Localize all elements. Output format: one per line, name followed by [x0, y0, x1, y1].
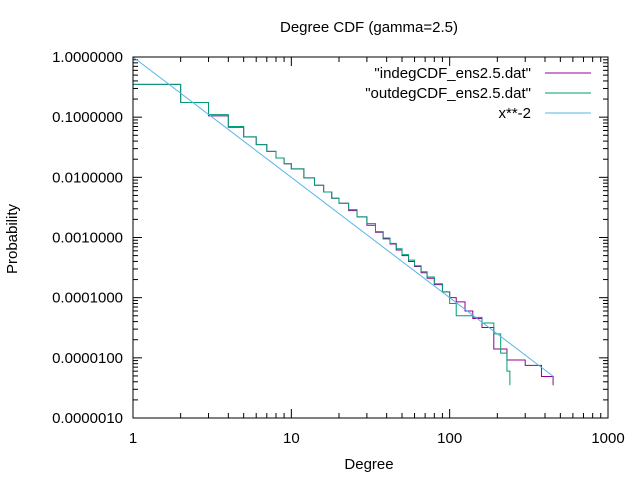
axes-layer: 1 10 100 1000 1.0000000 0.1000000 0.0100000 0.0…: [52, 49, 625, 447]
y-tick-label: 1.0000000: [52, 49, 123, 66]
series-line-3: [132, 56, 554, 377]
series-line-1: [133, 83, 554, 386]
x-axis-label: Degree: [344, 456, 393, 473]
x-tick-label: 100: [437, 430, 462, 447]
chart-title: Degree CDF (gamma=2.5): [280, 19, 458, 36]
y-tick-label: 0.0000010: [52, 410, 123, 427]
y-tick-label: 0.0000100: [52, 350, 123, 367]
series-layer: [132, 56, 554, 386]
y-tick-label: 0.0100000: [52, 169, 123, 186]
legend-label-1: "indegCDF_ens2.5.dat": [374, 65, 531, 82]
legend-label-3: x**-2: [498, 105, 531, 122]
y-axis-label: Probability: [4, 203, 21, 274]
y-tick-label: 0.1000000: [52, 109, 123, 126]
legend-label-2: "outdegCDF_ens2.5.dat": [365, 85, 531, 102]
y-tick-label: 0.0001000: [52, 290, 123, 307]
plot-frame: [132, 56, 609, 419]
series-line-2: [133, 83, 511, 386]
legend: "indegCDF_ens2.5.dat" "outdegCDF_ens2.5.d…: [365, 65, 591, 122]
x-tick-label: 1: [129, 430, 137, 447]
y-tick-label: 0.0010000: [52, 230, 123, 247]
x-tick-label: 1000: [591, 430, 624, 447]
x-tick-label: 10: [283, 430, 300, 447]
